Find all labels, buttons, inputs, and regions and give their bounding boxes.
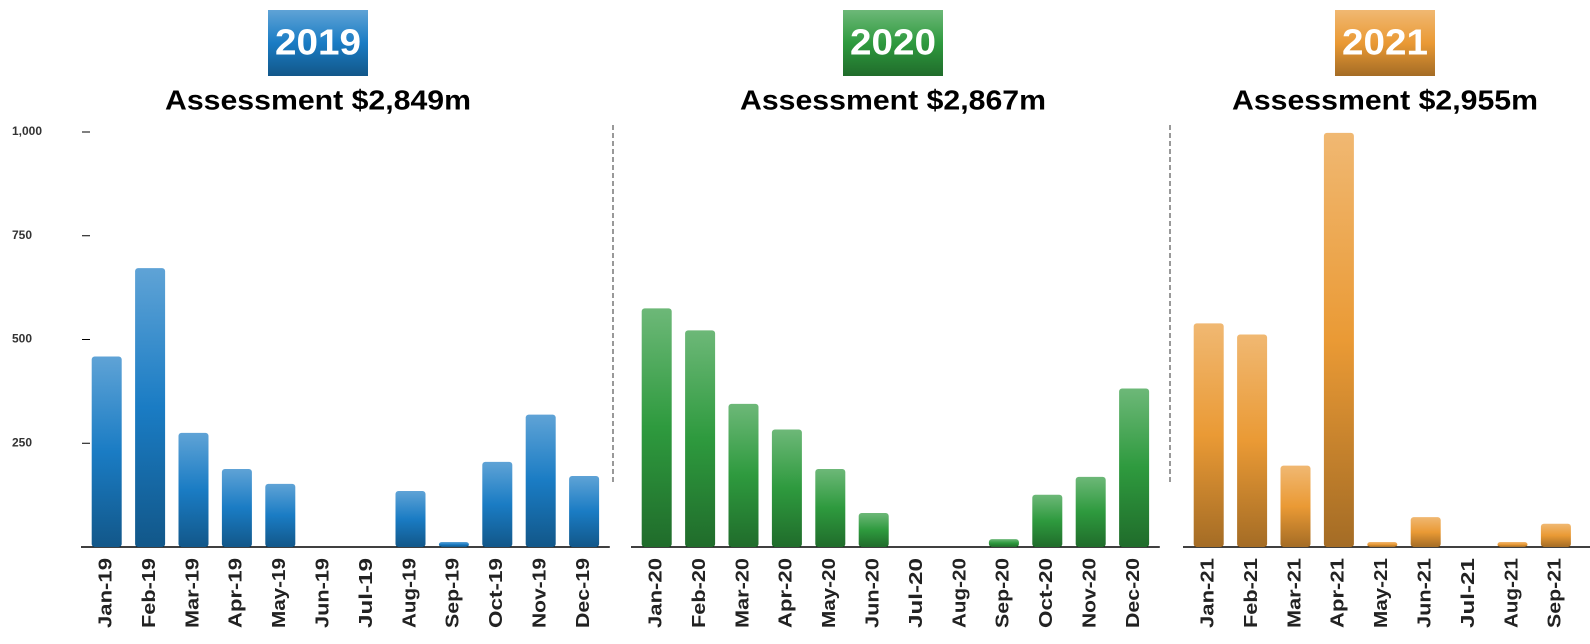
bar	[569, 476, 600, 547]
chart-subtitle: Assessment $2,955m	[1232, 84, 1538, 115]
x-tick-label: Jan-20	[645, 558, 665, 628]
x-tick-label: Apr-19	[226, 558, 246, 628]
x-tick-label: Aug-20	[949, 558, 969, 628]
x-tick-label: Jul-20	[906, 558, 926, 628]
bar	[265, 483, 296, 547]
y-tick-label: 750	[12, 228, 32, 242]
x-tick-label: May-19	[269, 558, 289, 628]
bar	[988, 539, 1019, 547]
year-badge	[268, 10, 368, 76]
bar	[1540, 523, 1571, 547]
bar	[641, 308, 672, 547]
x-tick-label: Sep-19	[443, 558, 463, 628]
x-tick-label: Apr-20	[776, 558, 796, 628]
bar	[178, 432, 209, 547]
x-tick-label: Nov-19	[529, 558, 549, 628]
bar	[1119, 388, 1150, 547]
x-tick-label: May-21	[1371, 558, 1391, 628]
x-tick-label: Dec-19	[573, 558, 593, 628]
bar	[438, 542, 469, 547]
bar	[1193, 323, 1224, 547]
x-tick-label: Feb-19	[139, 558, 159, 628]
x-tick-label: Jan-21	[1197, 558, 1217, 628]
year-badge	[843, 10, 943, 76]
bar	[1237, 334, 1268, 547]
x-tick-label: May-20	[819, 558, 839, 628]
bar	[1280, 465, 1311, 547]
bar	[1367, 542, 1398, 547]
bar	[91, 356, 122, 547]
x-tick-label: Feb-20	[689, 558, 709, 628]
x-tick-label: Aug-21	[1501, 558, 1521, 628]
bar	[1497, 542, 1528, 547]
bar	[221, 468, 252, 547]
chart-subtitle: Assessment $2,867m	[740, 84, 1046, 115]
x-tick-label: Jun-20	[862, 558, 882, 628]
x-tick-label: Feb-21	[1241, 558, 1261, 628]
x-tick-label: Apr-21	[1328, 558, 1348, 628]
bar	[1032, 494, 1063, 547]
x-tick-label: Jul-21	[1458, 558, 1478, 628]
bar	[815, 468, 846, 547]
x-tick-label: Jan-19	[95, 558, 115, 628]
x-tick-label: Jun-19	[312, 558, 332, 628]
bar	[135, 268, 166, 547]
x-tick-label: Sep-21	[1545, 558, 1565, 628]
x-tick-label: Jul-19	[356, 558, 376, 628]
x-tick-label: Oct-19	[486, 558, 506, 628]
x-tick-label: Oct-20	[1036, 558, 1056, 628]
x-tick-label: Mar-21	[1284, 558, 1304, 628]
bar	[728, 403, 759, 547]
chart-title: 2019	[275, 22, 361, 63]
bar	[858, 512, 889, 547]
x-tick-label: Mar-20	[732, 558, 752, 628]
chart-title: 2021	[1342, 22, 1428, 63]
bar	[1323, 132, 1354, 547]
y-tick-label: 500	[12, 332, 32, 346]
y-tick-label: 250	[12, 435, 32, 449]
chart-title: 2020	[850, 22, 936, 63]
x-tick-label: Nov-20	[1079, 558, 1099, 628]
x-tick-label: Jun-21	[1414, 558, 1434, 628]
bar	[1410, 517, 1441, 547]
bar	[525, 414, 556, 547]
x-tick-label: Mar-19	[182, 558, 202, 628]
x-tick-label: Dec-20	[1123, 558, 1143, 628]
year-badge	[1335, 10, 1435, 76]
x-tick-label: Sep-20	[993, 558, 1013, 628]
bar	[1075, 476, 1106, 547]
x-tick-label: Aug-19	[399, 558, 419, 628]
bar	[395, 490, 426, 547]
bar	[771, 429, 802, 547]
y-tick-label: 1,000	[12, 124, 42, 138]
bar	[685, 330, 716, 547]
bar	[482, 461, 513, 547]
chart-subtitle: Assessment $2,849m	[165, 84, 471, 115]
